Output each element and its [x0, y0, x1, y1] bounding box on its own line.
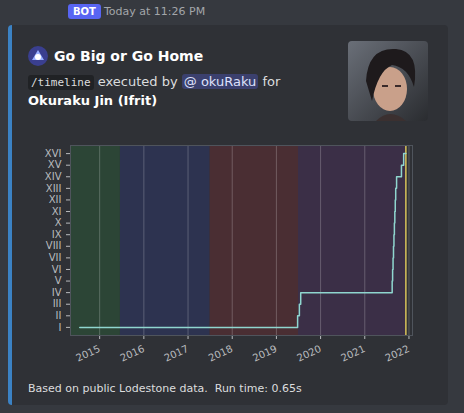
svg-text:VIII: VIII — [46, 240, 62, 251]
svg-text:XII: XII — [49, 194, 62, 205]
html-text:/timeline executed by @ okuRak: /timeline executed by @ okuRaku for — [31, 74, 281, 89]
svg-text:III: III — [53, 298, 62, 309]
svg-text:VII: VII — [49, 252, 62, 263]
svg-text:XIII: XIII — [46, 183, 62, 194]
svg-text:IX: IX — [52, 229, 62, 240]
svg-text:VI: VI — [52, 264, 62, 275]
svg-text:XV: XV — [48, 159, 62, 170]
svg-text:XVI: XVI — [45, 148, 62, 159]
svg-text:I: I — [59, 322, 62, 333]
html-text:BOT: BOT — [73, 6, 96, 17]
html-text:Go Big or Go Home: Go Big or Go Home — [54, 48, 204, 64]
svg-text:X: X — [55, 217, 62, 228]
svg-text:2018: 2018 — [207, 343, 235, 364]
svg-text:IV: IV — [52, 287, 62, 298]
html-text:Okuraku Jin (Ifrit): Okuraku Jin (Ifrit) — [28, 93, 158, 108]
svg-text:V: V — [55, 275, 62, 286]
svg-text:2022: 2022 — [383, 343, 411, 364]
svg-text:2019: 2019 — [251, 343, 279, 364]
svg-text:XI: XI — [52, 206, 62, 217]
svg-text:2015: 2015 — [74, 343, 102, 364]
svg-text:2021: 2021 — [339, 343, 367, 364]
svg-text:XIV: XIV — [45, 171, 62, 182]
svg-text:2020: 2020 — [295, 343, 323, 364]
svg-text:2017: 2017 — [163, 343, 191, 364]
svg-text:2016: 2016 — [118, 343, 146, 364]
svg-text:II: II — [56, 310, 62, 321]
html-text:Today at 11:26 PM: Today at 11:26 PM — [104, 5, 206, 18]
html-text:Based on public Lodestone data: Based on public Lodestone data. Run time… — [28, 382, 302, 395]
